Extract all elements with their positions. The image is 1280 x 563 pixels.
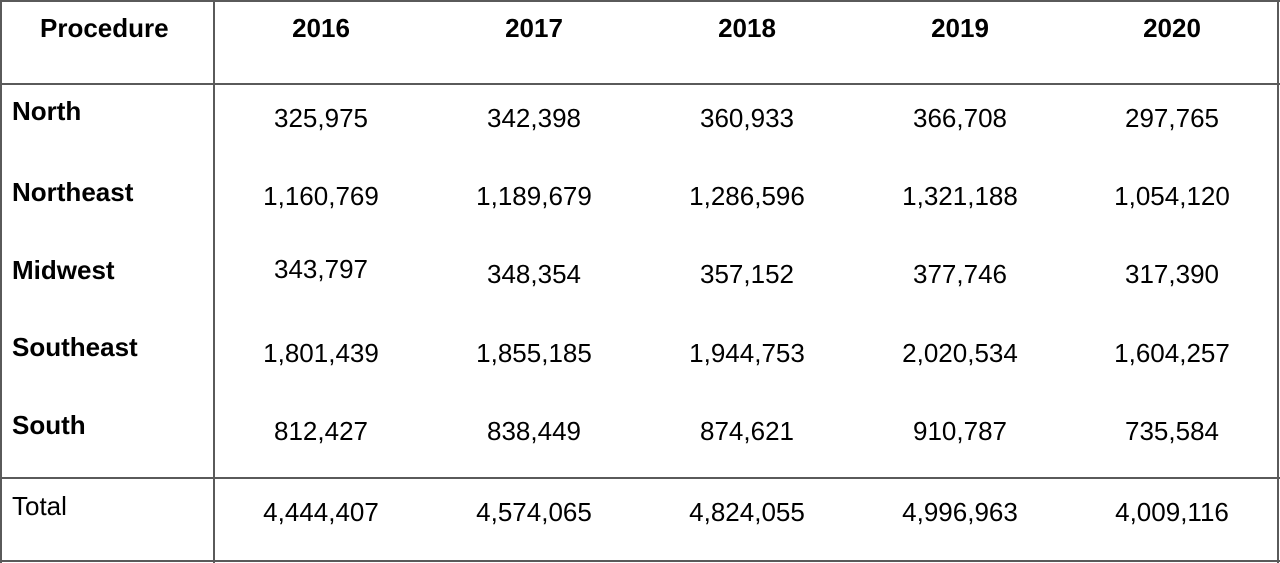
- table-cell: 297,765: [1125, 103, 1219, 133]
- header-year-2017: 2017: [505, 13, 563, 43]
- table-cell: 366,708: [913, 103, 1007, 133]
- table-cell: 1,604,257: [1114, 338, 1230, 368]
- total-cell: 4,444,407: [263, 497, 379, 527]
- table-cell: 360,933: [700, 103, 794, 133]
- total-cell: 4,996,963: [902, 497, 1018, 527]
- table-cell: 377,746: [913, 259, 1007, 289]
- row-label-midwest: Midwest: [12, 255, 115, 285]
- table-border-left: [0, 0, 2, 563]
- header-divider: [0, 83, 1280, 85]
- table-cell: 343,797: [274, 254, 368, 284]
- row-label-total: Total: [12, 491, 67, 521]
- table-cell: 1,160,769: [263, 181, 379, 211]
- header-year-2019: 2019: [931, 13, 989, 43]
- table-cell: 874,621: [700, 416, 794, 446]
- table-cell: 348,354: [487, 259, 581, 289]
- header-year-2018: 2018: [718, 13, 776, 43]
- table-cell: 735,584: [1125, 416, 1219, 446]
- table-cell: 812,427: [274, 416, 368, 446]
- total-cell: 4,574,065: [476, 497, 592, 527]
- table-cell: 1,054,120: [1114, 181, 1230, 211]
- total-cell: 4,009,116: [1115, 497, 1229, 527]
- table-cell: 1,321,188: [902, 181, 1018, 211]
- row-label-north: North: [12, 96, 82, 126]
- table-cell: 317,390: [1125, 259, 1219, 289]
- table-cell: 357,152: [700, 259, 794, 289]
- total-cell: 4,824,055: [689, 497, 805, 527]
- header-year-2016: 2016: [292, 13, 350, 43]
- table-cell: 2,020,534: [902, 338, 1018, 368]
- table-cell: 838,449: [487, 416, 581, 446]
- table-cell: 1,286,596: [689, 181, 805, 211]
- row-label-southeast: Southeast: [12, 332, 138, 362]
- table-cell: 1,189,679: [476, 181, 592, 211]
- table-cell: 342,398: [487, 103, 581, 133]
- row-label-northeast: Northeast: [12, 177, 134, 207]
- table-cell: 1,801,439: [263, 338, 379, 368]
- table-cell: 910,787: [913, 416, 1007, 446]
- row-label-south: South: [12, 410, 86, 440]
- table-border-top: [0, 0, 1280, 2]
- total-divider: [0, 477, 1280, 479]
- table-cell: 1,944,753: [689, 338, 805, 368]
- header-year-2020: 2020: [1143, 13, 1201, 43]
- header-procedure: Procedure: [40, 13, 169, 43]
- table-cell: 325,975: [274, 103, 368, 133]
- label-column-divider: [213, 0, 215, 563]
- table-border-bottom: [0, 560, 1280, 562]
- table-cell: 1,855,185: [476, 338, 592, 368]
- table-border-right: [1277, 0, 1279, 563]
